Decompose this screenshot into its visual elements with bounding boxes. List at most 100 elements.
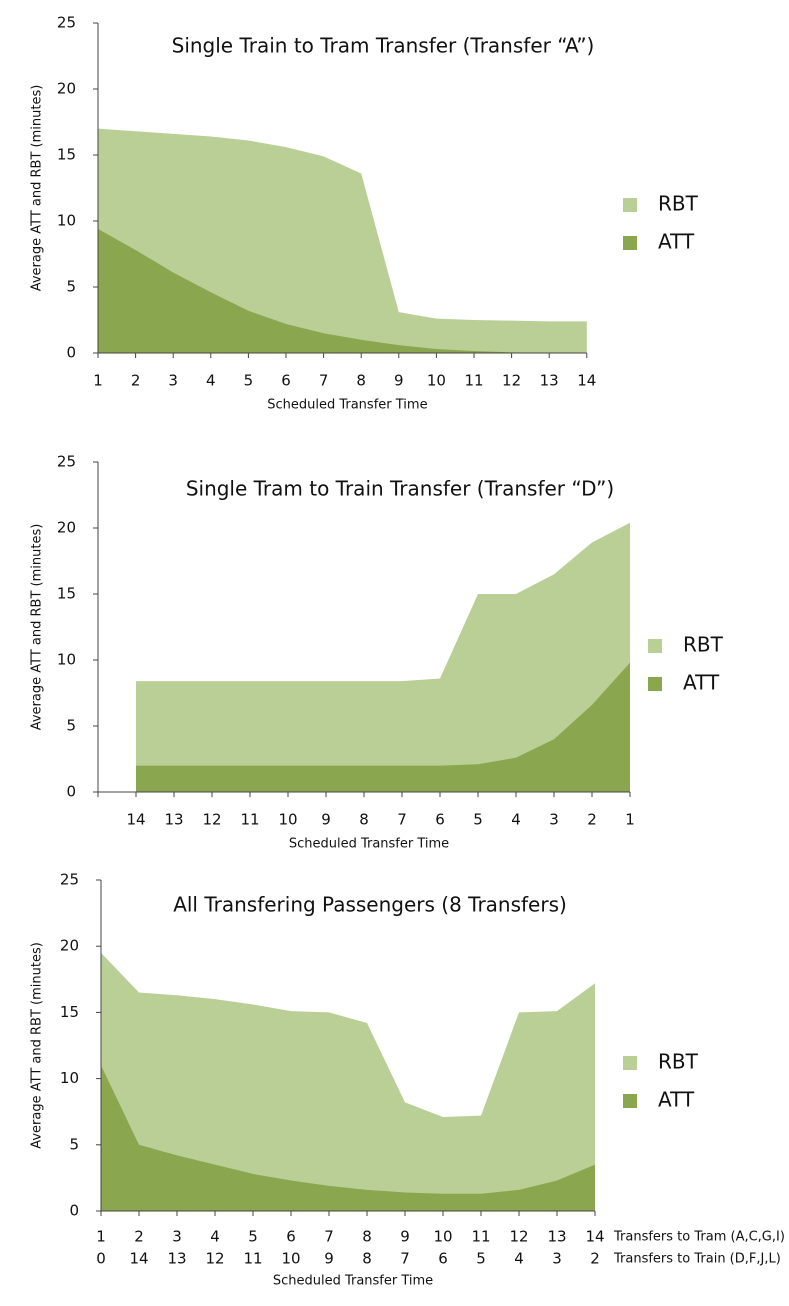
y-tick-label: 25 <box>57 14 76 32</box>
x-tick-label: 4 <box>511 811 521 829</box>
y-tick-label: 5 <box>69 1135 79 1153</box>
legend-label: ATT <box>658 230 695 254</box>
legend-swatch <box>623 198 637 212</box>
x-row-label: Transfers to Train (D,F,J,L) <box>613 1252 781 1267</box>
x-tick-label: 8 <box>356 372 366 390</box>
x-tick-label: 11 <box>471 1228 490 1246</box>
x-tick-label: 13 <box>164 811 183 829</box>
y-tick-label: 25 <box>57 453 76 471</box>
x-tick-label: 11 <box>464 372 483 390</box>
x-axis-label: Scheduled Transfer Time <box>273 1274 433 1289</box>
x-tick-label: 8 <box>362 1228 372 1246</box>
area <box>136 662 630 792</box>
x-tick-label: 3 <box>552 1250 562 1268</box>
legend-swatch <box>623 236 637 250</box>
legend-swatch <box>648 639 662 653</box>
x-tick-label: 7 <box>319 372 329 390</box>
x-tick-label: 14 <box>126 811 145 829</box>
x-tick-label: 2 <box>134 1228 144 1246</box>
x-tick-label: 2 <box>590 1250 600 1268</box>
x-tick-label: 11 <box>243 1250 262 1268</box>
legend-swatch <box>623 1094 637 1108</box>
x-axis-label: Scheduled Transfer Time <box>267 398 427 413</box>
x-tick-label: 14 <box>585 1228 604 1246</box>
x-tick-label: 0 <box>96 1250 106 1268</box>
x-tick-label: 10 <box>427 372 446 390</box>
area <box>98 128 587 353</box>
chart-title: Single Tram to Train Transfer (Transfer … <box>186 477 614 501</box>
chart-title: Single Train to Tram Transfer (Transfer … <box>172 34 595 58</box>
y-tick-label: 15 <box>57 146 76 164</box>
x-tick-label: 2 <box>587 811 597 829</box>
y-axis-label: Average ATT and RBT (minutes) <box>30 85 45 292</box>
y-tick-label: 5 <box>66 717 76 735</box>
legend-swatch <box>623 1056 637 1070</box>
x-tick-label: 4 <box>210 1228 220 1246</box>
x-tick-label: 3 <box>549 811 559 829</box>
x-row-label: Transfers to Tram (A,C,G,I) <box>613 1230 785 1245</box>
y-tick-label: 0 <box>69 1202 79 1220</box>
x-tick-label: 12 <box>202 811 221 829</box>
x-tick-label: 5 <box>473 811 483 829</box>
x-tick-label: 1 <box>625 811 635 829</box>
x-tick-label: 7 <box>324 1228 334 1246</box>
x-tick-label: 2 <box>131 372 141 390</box>
x-tick-label: 12 <box>509 1228 528 1246</box>
x-tick-label: 8 <box>362 1250 372 1268</box>
x-tick-label: 5 <box>248 1228 258 1246</box>
chart-title: All Transfering Passengers (8 Transfers) <box>173 893 567 917</box>
y-tick-label: 25 <box>60 871 79 889</box>
y-axis-label: Average ATT and RBT (minutes) <box>30 942 45 1149</box>
y-tick-label: 10 <box>57 212 76 230</box>
y-tick-label: 10 <box>60 1069 79 1087</box>
x-tick-label: 5 <box>244 372 254 390</box>
y-tick-label: 15 <box>60 1003 79 1021</box>
x-tick-label: 6 <box>435 811 445 829</box>
x-tick-label: 10 <box>281 1250 300 1268</box>
legend-label: ATT <box>658 1088 695 1112</box>
x-tick-label: 1 <box>96 1228 106 1246</box>
x-tick-label: 9 <box>394 372 404 390</box>
x-axis-label: Scheduled Transfer Time <box>289 837 449 852</box>
x-tick-label: 7 <box>397 811 407 829</box>
y-tick-label: 15 <box>57 585 76 603</box>
x-tick-label: 10 <box>433 1228 452 1246</box>
legend-label: ATT <box>683 671 720 695</box>
area <box>101 952 595 1211</box>
x-tick-label: 13 <box>540 372 559 390</box>
x-tick-label: 8 <box>359 811 369 829</box>
x-tick-label: 6 <box>281 372 291 390</box>
x-tick-label: 9 <box>324 1250 334 1268</box>
x-tick-label: 3 <box>172 1228 182 1246</box>
x-tick-label: 13 <box>547 1228 566 1246</box>
legend-swatch <box>648 677 662 691</box>
x-tick-label: 7 <box>400 1250 410 1268</box>
y-tick-label: 20 <box>57 519 76 537</box>
x-tick-label: 1 <box>93 372 103 390</box>
x-tick-label: 10 <box>278 811 297 829</box>
y-tick-label: 20 <box>57 80 76 98</box>
x-tick-label: 5 <box>476 1250 486 1268</box>
x-tick-label: 11 <box>240 811 259 829</box>
x-tick-label: 9 <box>400 1228 410 1246</box>
area <box>98 228 587 353</box>
legend-label: RBT <box>658 192 699 216</box>
x-tick-label: 14 <box>129 1250 148 1268</box>
y-tick-label: 0 <box>66 783 76 801</box>
y-tick-label: 10 <box>57 651 76 669</box>
y-tick-label: 0 <box>66 344 76 362</box>
x-tick-label: 12 <box>502 372 521 390</box>
area <box>136 522 630 792</box>
legend-label: RBT <box>658 1050 699 1074</box>
x-tick-label: 14 <box>577 372 596 390</box>
y-tick-label: 5 <box>66 278 76 296</box>
x-tick-label: 4 <box>206 372 216 390</box>
x-tick-label: 9 <box>321 811 331 829</box>
x-tick-label: 3 <box>168 372 178 390</box>
area <box>101 1065 595 1211</box>
x-tick-label: 13 <box>167 1250 186 1268</box>
x-tick-label: 6 <box>438 1250 448 1268</box>
legend-label: RBT <box>683 633 724 657</box>
x-tick-label: 12 <box>205 1250 224 1268</box>
